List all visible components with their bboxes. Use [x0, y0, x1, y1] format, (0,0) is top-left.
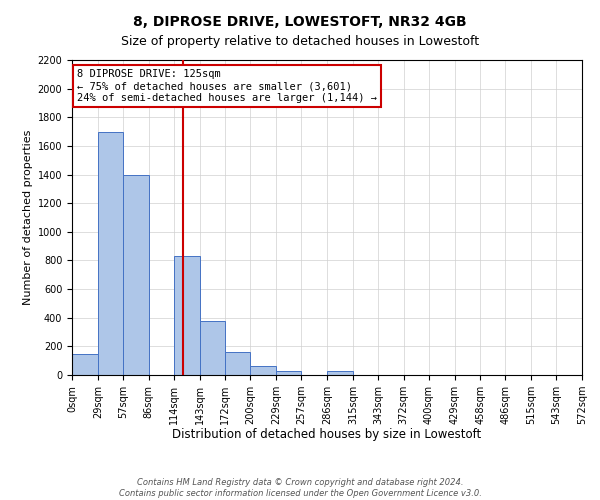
Bar — [123, 174, 149, 375]
Text: Contains HM Land Registry data © Crown copyright and database right 2024.
Contai: Contains HM Land Registry data © Crown c… — [119, 478, 481, 498]
Text: 8, DIPROSE DRIVE, LOWESTOFT, NR32 4GB: 8, DIPROSE DRIVE, LOWESTOFT, NR32 4GB — [133, 15, 467, 29]
Bar — [98, 132, 123, 375]
Y-axis label: Number of detached properties: Number of detached properties — [23, 130, 34, 305]
Bar — [199, 320, 226, 375]
Bar — [327, 372, 353, 375]
Bar — [173, 256, 199, 375]
Text: Size of property relative to detached houses in Lowestoft: Size of property relative to detached ho… — [121, 35, 479, 48]
X-axis label: Distribution of detached houses by size in Lowestoft: Distribution of detached houses by size … — [172, 428, 482, 442]
Bar — [276, 370, 301, 375]
Bar — [72, 354, 98, 375]
Bar — [250, 366, 276, 375]
Text: 8 DIPROSE DRIVE: 125sqm
← 75% of detached houses are smaller (3,601)
24% of semi: 8 DIPROSE DRIVE: 125sqm ← 75% of detache… — [77, 70, 377, 102]
Bar — [226, 352, 250, 375]
